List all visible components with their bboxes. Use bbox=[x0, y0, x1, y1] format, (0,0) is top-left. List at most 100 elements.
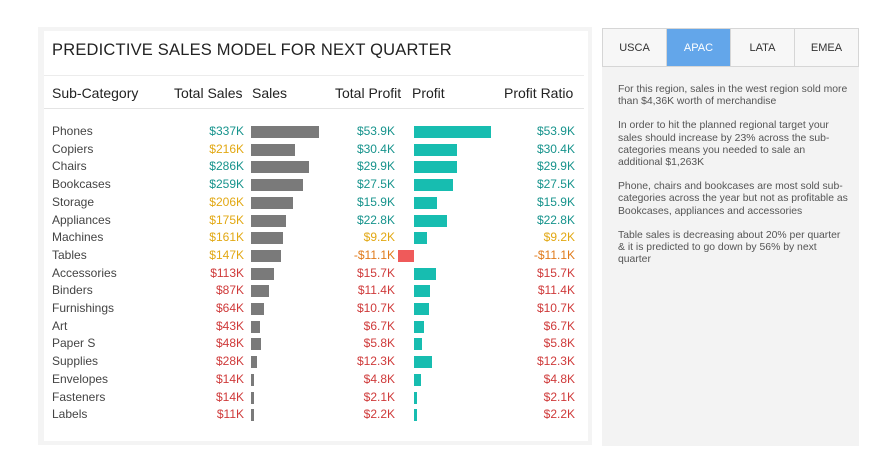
insight-note: Phone, chairs and bookcases are most sol… bbox=[618, 181, 848, 217]
header-subcategory: Sub-Category bbox=[52, 85, 139, 101]
total-sales-value: $43K bbox=[215, 318, 244, 333]
tab-lata[interactable]: LATA bbox=[731, 29, 795, 66]
sales-bar bbox=[251, 214, 287, 227]
total-profit-value: $15.9K bbox=[356, 194, 395, 209]
total-profit-value: $27.5K bbox=[356, 177, 395, 192]
sales-model-panel: PREDICTIVE SALES MODEL FOR NEXT QUARTER … bbox=[38, 27, 592, 445]
sales-bar bbox=[251, 338, 261, 351]
profit-bar bbox=[414, 267, 437, 280]
table-body: Phones $337K $53.9K $53.9K Copiers $216K $30.4… bbox=[44, 31, 588, 441]
region-tabs: USCA APAC LATA EMEA bbox=[602, 28, 859, 67]
insight-notes: For this region, sales in the west regio… bbox=[618, 84, 850, 278]
sales-bar bbox=[251, 196, 293, 209]
header-divider bbox=[44, 108, 584, 109]
insights-panel: USCA APAC LATA EMEA For this region, sales … bbox=[602, 28, 859, 446]
profit-ratio-value: $29.9K bbox=[536, 159, 575, 174]
subcategory-label: Binders bbox=[52, 283, 93, 298]
header-total-sales: Total Sales bbox=[174, 85, 243, 101]
sales-bar bbox=[251, 320, 260, 333]
profit-ratio-value: $15.9K bbox=[536, 194, 575, 209]
total-sales-value: $64K bbox=[215, 301, 244, 315]
subcategory-label: Envelopes bbox=[52, 371, 109, 386]
profit-bar bbox=[414, 338, 423, 351]
sales-bar bbox=[251, 249, 281, 262]
total-sales-value: $286K bbox=[209, 159, 244, 174]
subcategory-label: Paper S bbox=[52, 336, 96, 351]
profit-bar bbox=[414, 161, 457, 174]
subcategory-label: Furnishings bbox=[52, 301, 115, 315]
profit-ratio-value: $22.8K bbox=[536, 212, 575, 227]
profit-ratio-value: $30.4K bbox=[536, 141, 575, 156]
sales-bar bbox=[251, 267, 274, 280]
subcategory-label: Storage bbox=[52, 194, 95, 209]
profit-bar bbox=[414, 232, 428, 245]
subcategory-label: Accessories bbox=[52, 265, 117, 280]
table-card: PREDICTIVE SALES MODEL FOR NEXT QUARTER … bbox=[44, 31, 588, 441]
profit-ratio-value: $27.5K bbox=[536, 177, 575, 192]
sales-bar bbox=[251, 232, 284, 245]
tab-apac[interactable]: APAC bbox=[667, 29, 731, 66]
total-sales-value: $87K bbox=[215, 283, 244, 298]
total-profit-value: $53.9K bbox=[356, 124, 395, 138]
sales-bar bbox=[251, 143, 295, 156]
profit-ratio-value: $6.7K bbox=[543, 318, 575, 333]
header-total-profit: Total Profit bbox=[335, 85, 402, 101]
subcategory-label: Art bbox=[52, 318, 68, 333]
profit-ratio-value: $5.8K bbox=[543, 336, 575, 351]
total-sales-value: $175K bbox=[209, 212, 244, 227]
total-profit-value: $9.2K bbox=[363, 230, 395, 245]
total-sales-value: $14K bbox=[215, 371, 244, 386]
tab-usca[interactable]: USCA bbox=[603, 29, 667, 66]
profit-bar-negative bbox=[398, 249, 414, 262]
subcategory-label: Phones bbox=[52, 124, 93, 138]
profit-ratio-value: -$11.1K bbox=[533, 247, 575, 262]
sales-bar bbox=[251, 179, 304, 192]
insight-note: In order to hit the planned regional tar… bbox=[618, 120, 830, 169]
tab-emea[interactable]: EMEA bbox=[810, 41, 843, 54]
total-profit-value: $6.7K bbox=[363, 318, 395, 333]
total-profit-value: $15.7K bbox=[356, 265, 395, 280]
total-profit-value: $4.8K bbox=[363, 371, 395, 386]
total-profit-value: $2.2K bbox=[363, 407, 395, 422]
total-sales-value: $113K bbox=[210, 265, 244, 280]
subcategory-label: Supplies bbox=[52, 354, 99, 369]
sales-bar bbox=[251, 303, 264, 315]
sales-bar bbox=[251, 161, 309, 174]
profit-ratio-value: $53.9K bbox=[536, 124, 575, 138]
header-profit: Profit bbox=[412, 85, 445, 101]
profit-bar bbox=[414, 143, 458, 156]
sales-bar bbox=[251, 356, 257, 369]
profit-bar bbox=[414, 126, 491, 138]
total-profit-value: $12.3K bbox=[356, 354, 395, 369]
profit-bar bbox=[414, 356, 432, 369]
profit-ratio-value: $9.2K bbox=[543, 230, 575, 245]
total-sales-value: $11K bbox=[216, 407, 244, 422]
insight-note: For this region, sales in the west regio… bbox=[618, 84, 848, 108]
profit-ratio-value: $4.8K bbox=[543, 371, 575, 386]
profit-ratio-value: $2.1K bbox=[543, 389, 575, 404]
total-sales-value: $337K bbox=[209, 124, 244, 138]
profit-bar bbox=[414, 409, 418, 422]
profit-bar bbox=[414, 391, 417, 404]
subcategory-label: Chairs bbox=[52, 159, 87, 174]
header-sales: Sales bbox=[252, 85, 288, 101]
total-sales-value: $147K bbox=[209, 247, 244, 262]
sales-bar bbox=[251, 285, 269, 298]
total-profit-value: $2.1K bbox=[363, 389, 395, 404]
total-sales-value: $216K bbox=[209, 141, 244, 156]
header-profit-ratio: Profit Ratio bbox=[504, 85, 574, 101]
profit-ratio-value: $2.2K bbox=[543, 407, 575, 422]
total-sales-value: $14K bbox=[215, 389, 244, 404]
profit-ratio-value: $11.4K bbox=[537, 283, 575, 298]
profit-ratio-value: $10.7K bbox=[536, 301, 575, 315]
subcategory-label: Fasteners bbox=[52, 389, 106, 404]
total-sales-value: $48K bbox=[215, 336, 244, 351]
total-sales-value: $28K bbox=[215, 354, 244, 369]
subcategory-label: Copiers bbox=[52, 141, 94, 156]
subcategory-label: Tables bbox=[52, 247, 87, 262]
profit-ratio-value: $12.3K bbox=[536, 354, 575, 369]
title-divider bbox=[44, 75, 584, 76]
profit-ratio-value: $15.7K bbox=[536, 265, 575, 280]
total-profit-value: $29.9K bbox=[356, 159, 395, 174]
profit-bar bbox=[414, 303, 430, 315]
